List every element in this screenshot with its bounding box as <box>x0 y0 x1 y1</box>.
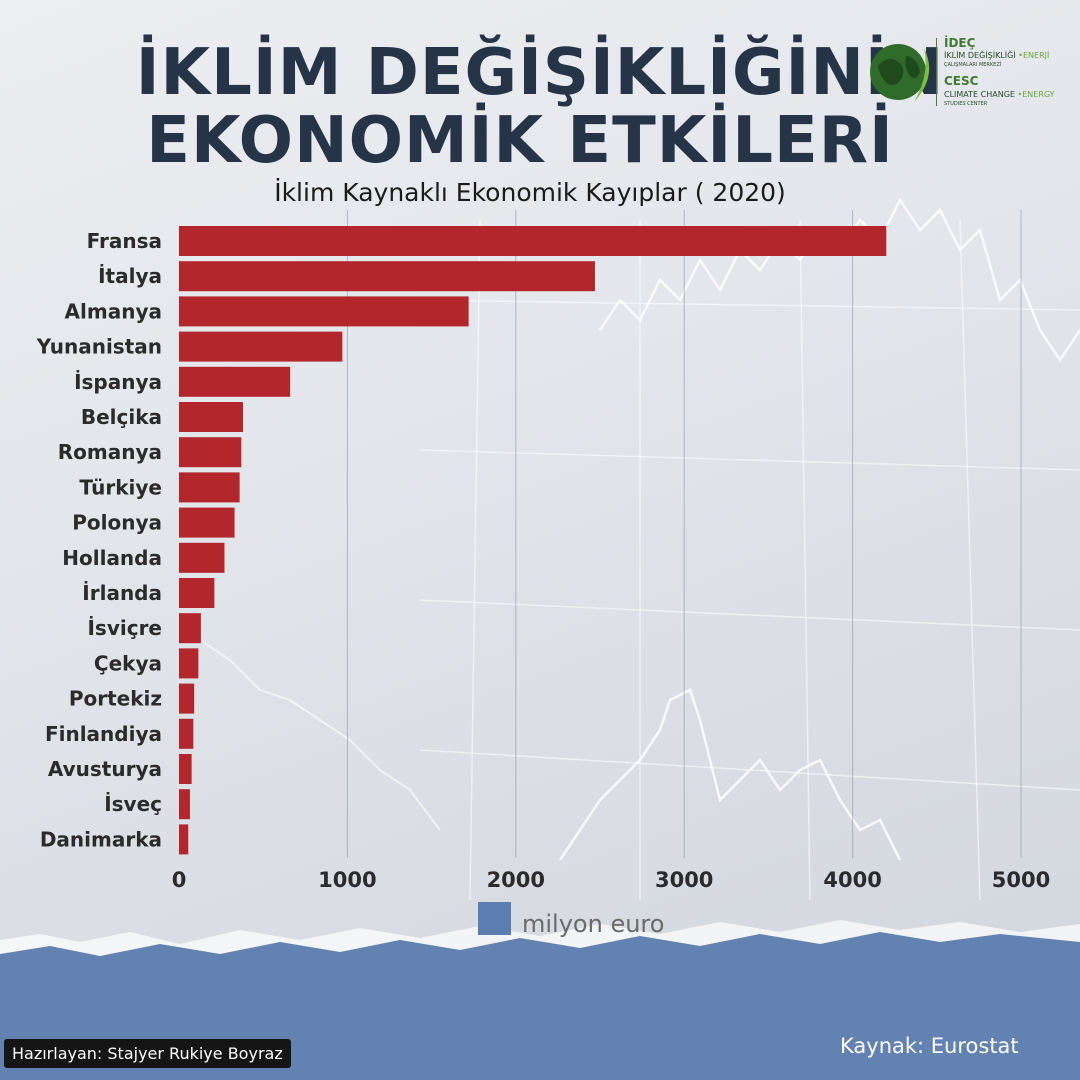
chart-subtitle: İklim Kaynaklı Ekonomik Kayıplar ( 2020) <box>274 178 786 207</box>
bar <box>179 718 194 749</box>
category-label: İspanya <box>74 370 162 394</box>
page-title-line2: EKONOMİK ETKİLERİ <box>146 104 894 178</box>
page-title-line1: İKLİM DEĞİŞİKLİĞİNİN <box>135 36 945 110</box>
category-label: Almanya <box>65 299 162 323</box>
category-label: Romanya <box>58 440 162 464</box>
bar <box>179 754 192 784</box>
category-label: Türkiye <box>79 475 162 499</box>
category-label: Danimarka <box>40 827 162 851</box>
bar <box>179 402 243 432</box>
x-tick-label: 5000 <box>992 868 1050 892</box>
category-label: Hollanda <box>62 546 162 570</box>
category-label: İsviçre <box>87 616 162 640</box>
category-label: Portekiz <box>69 687 162 711</box>
logo-line4: STUDIES CENTER <box>944 101 988 107</box>
x-tick-label: 1000 <box>318 868 376 892</box>
logo-divider <box>936 38 937 106</box>
bar <box>179 261 595 292</box>
x-tick-label: 4000 <box>823 868 881 892</box>
legend-label: milyon euro <box>522 910 665 938</box>
bar <box>179 366 291 397</box>
bar <box>179 542 225 573</box>
bar <box>179 331 343 362</box>
logo-line1: İKLİM DEĞİŞİKLİĞİ •ENERJİ <box>944 51 1050 60</box>
source-label: Kaynak: Eurostat <box>840 1034 1019 1058</box>
x-tick-label: 2000 <box>487 868 545 892</box>
bar <box>179 613 201 644</box>
category-label: Belçika <box>81 405 162 429</box>
bar <box>179 648 199 679</box>
category-label: Yunanistan <box>36 335 162 359</box>
ideç-logo: İDEÇ İKLİM DEĞİŞİKLİĞİ •ENERJİ ÇALIŞMALA… <box>866 34 1076 112</box>
x-tick-label: 3000 <box>655 868 713 892</box>
bar <box>179 472 240 503</box>
legend-swatch <box>478 902 511 935</box>
category-label: Fransa <box>87 229 162 253</box>
category-label: Polonya <box>72 511 162 535</box>
x-tick-label: 0 <box>172 868 187 892</box>
bar <box>179 226 887 256</box>
logo-brand: İDEÇ <box>944 36 976 50</box>
category-label: İtalya <box>98 264 162 288</box>
category-label: Avusturya <box>48 757 162 781</box>
bar <box>179 789 190 820</box>
bar <box>179 296 469 327</box>
logo-line2: ÇALIŞMALARI MERKEZİ <box>944 62 1002 68</box>
category-label: Finlandiya <box>45 722 162 746</box>
category-label: Çekya <box>94 651 162 675</box>
bar-chart: 0 1000 2000 3000 4000 5000 Fransa İtalya Almanya… <box>36 210 1050 892</box>
logo-brand-en: CESC <box>944 74 979 88</box>
category-label: İrlanda <box>82 581 162 605</box>
category-label: İsveç <box>104 792 162 816</box>
bar <box>179 824 189 855</box>
bar <box>179 578 215 608</box>
logo-line3: CLIMATE CHANGE •ENERGY <box>944 90 1055 99</box>
author-credit: Hazırlayan: Stajyer Rukiye Boyraz <box>4 1039 291 1068</box>
background-decoration <box>199 197 1080 901</box>
globe-leaf-icon <box>870 44 930 102</box>
bar <box>179 507 235 538</box>
bar <box>179 683 195 714</box>
bar <box>179 437 242 468</box>
